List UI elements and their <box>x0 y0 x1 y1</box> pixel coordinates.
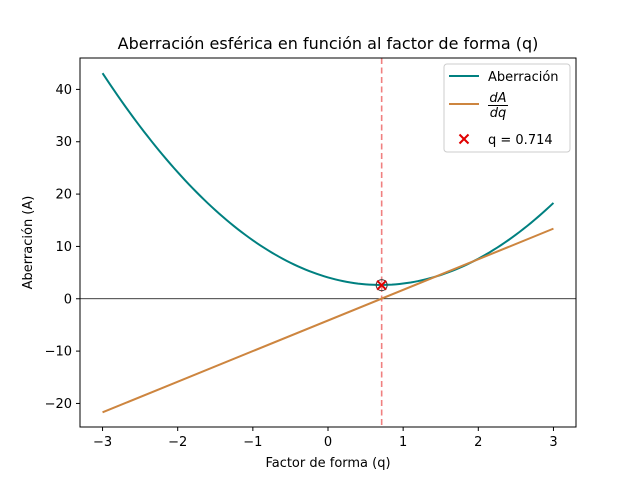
legend-marker-x-icon <box>458 133 470 145</box>
series-derivative-line <box>102 227 554 414</box>
x-axis: −3 −2 −1 0 1 2 3 <box>93 427 558 450</box>
x-tick-label: 0 <box>324 435 332 450</box>
x-tick-label: −2 <box>168 435 187 450</box>
y-axis-title: Aberración (A) <box>21 196 36 290</box>
x-axis-title: Factor de forma (q) <box>265 456 390 471</box>
optimum-point-outline <box>375 279 388 292</box>
x-tick-label: 3 <box>549 435 557 450</box>
y-tick-label: −10 <box>45 345 72 360</box>
x-tick-label: −3 <box>93 435 112 450</box>
x-tick-label: −1 <box>243 435 262 450</box>
y-tick-label: −20 <box>45 397 72 412</box>
legend-label-derivative-numerator: dA <box>489 91 506 106</box>
x-tick-label: 2 <box>474 435 482 450</box>
optimum-point-marker <box>376 279 387 291</box>
legend-label-derivative-denominator: dq <box>490 106 507 121</box>
y-axis: −20 −10 0 10 20 30 40 <box>45 83 80 412</box>
legend-box <box>443 63 571 153</box>
legend-label-aberracion: Aberración <box>488 70 559 85</box>
x-tick-label: 1 <box>399 435 407 450</box>
reference-lines <box>80 58 576 427</box>
y-tick-label: 10 <box>55 240 72 255</box>
legend-label-marker: q = 0.714 <box>488 133 553 148</box>
y-tick-label: 30 <box>55 135 72 150</box>
chart-title: Aberración esférica en función al factor… <box>118 34 539 53</box>
series-layer <box>101 72 555 414</box>
legend: Aberración dA dq q = 0.714 <box>443 63 571 153</box>
legend-marker-glyph <box>458 133 470 145</box>
y-tick-label: 0 <box>64 292 72 307</box>
marker-layer <box>375 279 388 292</box>
y-tick-label: 20 <box>55 188 72 203</box>
plot-area <box>79 57 577 428</box>
y-tick-label: 40 <box>55 83 72 98</box>
